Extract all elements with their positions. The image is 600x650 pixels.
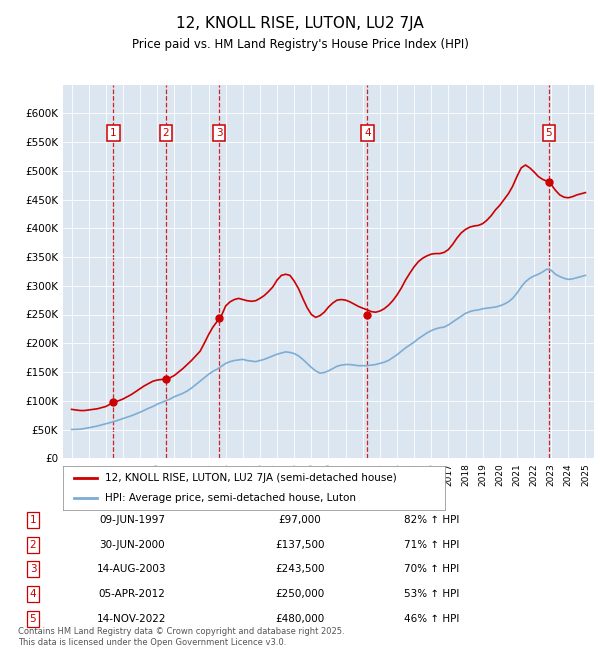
Text: 1: 1 xyxy=(29,515,37,525)
Text: £250,000: £250,000 xyxy=(275,589,325,599)
Text: 05-APR-2012: 05-APR-2012 xyxy=(98,589,166,599)
Text: HPI: Average price, semi-detached house, Luton: HPI: Average price, semi-detached house,… xyxy=(105,493,356,503)
Text: £243,500: £243,500 xyxy=(275,564,325,575)
Text: Price paid vs. HM Land Registry's House Price Index (HPI): Price paid vs. HM Land Registry's House … xyxy=(131,38,469,51)
Text: 5: 5 xyxy=(545,129,552,138)
Text: £137,500: £137,500 xyxy=(275,540,325,550)
Text: 4: 4 xyxy=(364,129,371,138)
Text: 2: 2 xyxy=(163,129,169,138)
Text: 82% ↑ HPI: 82% ↑ HPI xyxy=(404,515,460,525)
Text: 71% ↑ HPI: 71% ↑ HPI xyxy=(404,540,460,550)
Text: 53% ↑ HPI: 53% ↑ HPI xyxy=(404,589,460,599)
Text: 14-AUG-2003: 14-AUG-2003 xyxy=(97,564,167,575)
Text: 30-JUN-2000: 30-JUN-2000 xyxy=(99,540,165,550)
Text: 3: 3 xyxy=(29,564,37,575)
Text: 4: 4 xyxy=(29,589,37,599)
Text: 70% ↑ HPI: 70% ↑ HPI xyxy=(404,564,460,575)
Text: £480,000: £480,000 xyxy=(275,614,325,624)
Text: £97,000: £97,000 xyxy=(278,515,322,525)
Text: 2: 2 xyxy=(29,540,37,550)
Text: Contains HM Land Registry data © Crown copyright and database right 2025.
This d: Contains HM Land Registry data © Crown c… xyxy=(18,627,344,647)
Text: 09-JUN-1997: 09-JUN-1997 xyxy=(99,515,165,525)
Text: 3: 3 xyxy=(216,129,223,138)
Text: 5: 5 xyxy=(29,614,37,624)
Text: 12, KNOLL RISE, LUTON, LU2 7JA: 12, KNOLL RISE, LUTON, LU2 7JA xyxy=(176,16,424,31)
Text: 1: 1 xyxy=(110,129,116,138)
Text: 12, KNOLL RISE, LUTON, LU2 7JA (semi-detached house): 12, KNOLL RISE, LUTON, LU2 7JA (semi-det… xyxy=(105,473,397,483)
Text: 14-NOV-2022: 14-NOV-2022 xyxy=(97,614,167,624)
Text: 46% ↑ HPI: 46% ↑ HPI xyxy=(404,614,460,624)
